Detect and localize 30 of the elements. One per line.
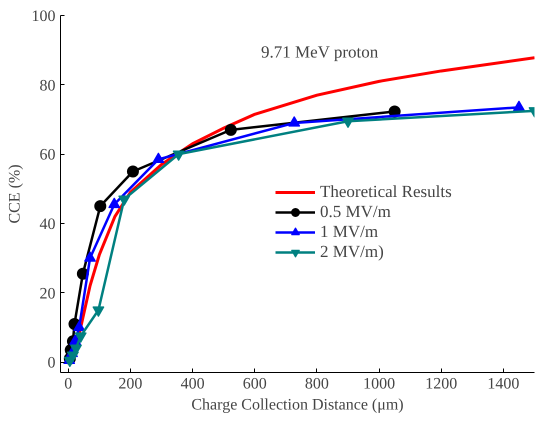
x-tick-label: 400 (180, 376, 205, 392)
y-tick-label: 60 (40, 146, 56, 164)
x-tick-label: 200 (118, 376, 142, 392)
x-tick-label: 600 (242, 376, 267, 392)
y-axis-title: CCE (%) (6, 164, 24, 224)
point (152, 152, 164, 164)
legend-label: 0.5 MV/m (320, 202, 391, 222)
x-tick-label: 0 (64, 376, 72, 392)
point (224, 124, 237, 136)
y-tick-label: 40 (40, 216, 56, 233)
point (94, 200, 106, 212)
y-tick-label: 20 (40, 285, 56, 302)
legend-label: 1 MV/m (320, 222, 378, 242)
x-axis-title: Charge Collection Distance (μm) (191, 396, 404, 414)
legend-label: 2 MV/m) (320, 242, 384, 262)
point (512, 100, 525, 112)
x-tick-label: 800 (304, 376, 329, 392)
x-tick-label: 1000 (363, 376, 396, 392)
x-tick-label: 1400 (487, 376, 520, 392)
point (108, 198, 120, 208)
y-tick-label: 0 (48, 354, 56, 372)
x-tick-label: 1200 (425, 376, 458, 392)
annotation: 9.71 MeV proton (261, 42, 379, 62)
y-tick-label: 80 (40, 77, 56, 94)
point (84, 251, 96, 262)
y-tick-label: 100 (32, 8, 56, 25)
point (73, 320, 86, 332)
legend-label: Theoretical Results (320, 182, 452, 202)
point (288, 116, 300, 127)
point (126, 165, 139, 178)
